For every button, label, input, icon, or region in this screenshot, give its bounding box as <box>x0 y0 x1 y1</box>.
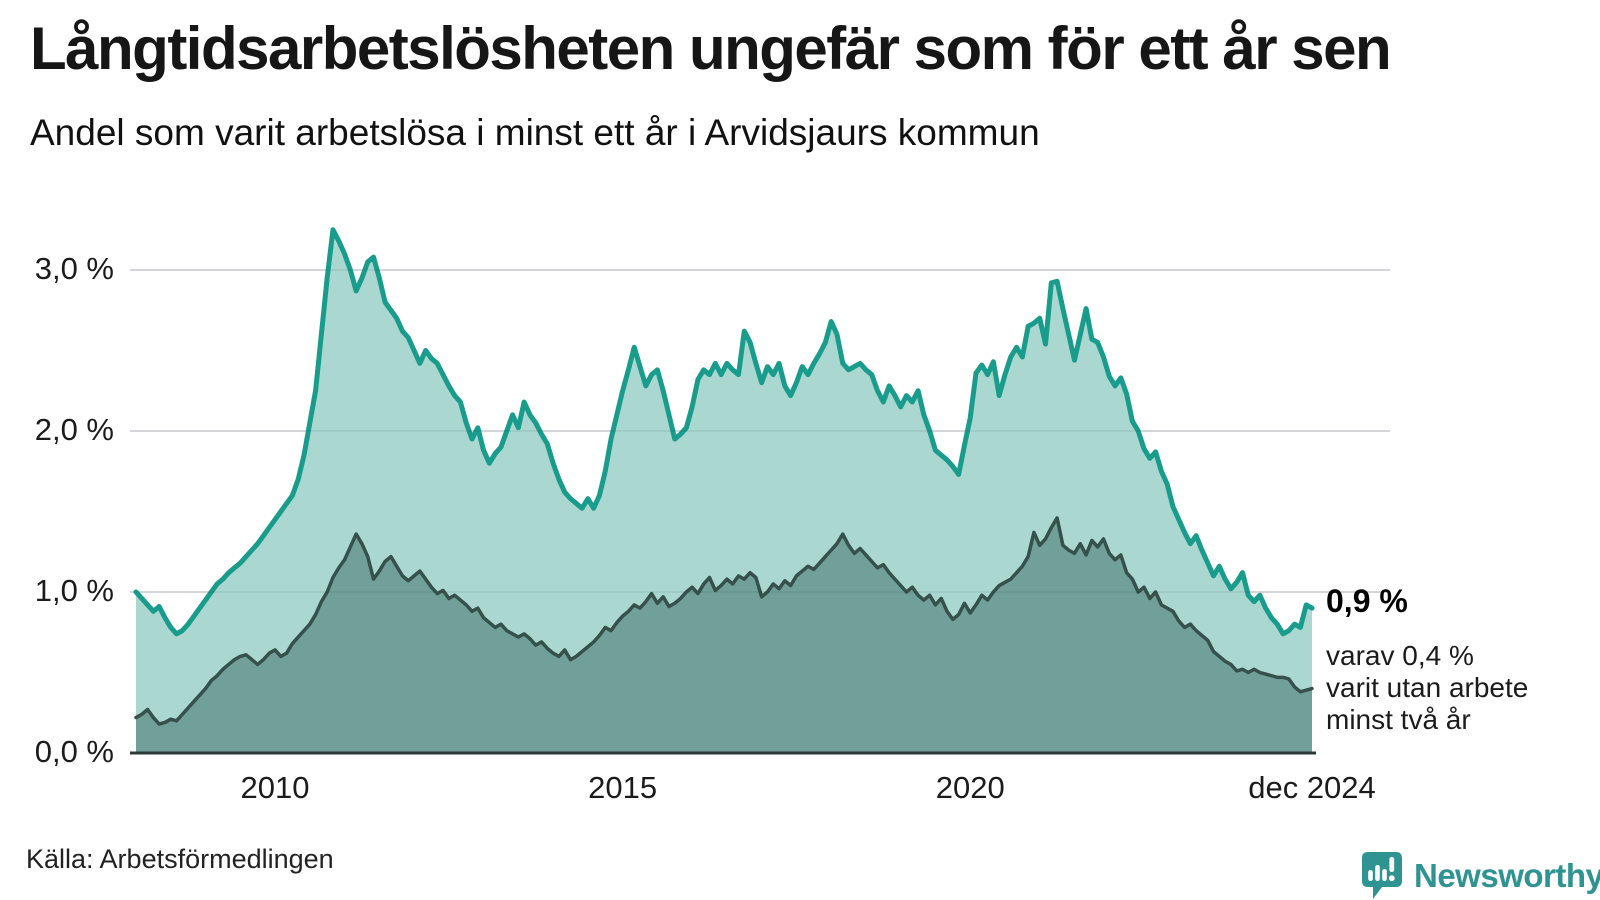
x-axis-label: 2010 <box>240 770 310 805</box>
latest-value-detail-line: varav 0,4 % <box>1326 640 1474 671</box>
latest-value-label: 0,9 % <box>1326 583 1408 619</box>
page-subtitle: Andel som varit arbetslösa i minst ett å… <box>30 112 1040 153</box>
area-fill-two-years <box>136 517 1312 753</box>
x-axis-label: 2020 <box>935 770 1005 805</box>
latest-value-detail-line: minst två år <box>1326 704 1471 735</box>
page-title: Långtidsarbetslösheten ungefär som för e… <box>30 15 1392 82</box>
newsworthy-bubble-icon <box>1362 852 1402 899</box>
source-note: Källa: Arbetsförmedlingen <box>26 844 334 874</box>
line-one-year <box>133 227 1315 637</box>
y-axis-label: 2,0 % <box>34 412 114 447</box>
y-axis-label: 3,0 % <box>34 251 114 286</box>
y-axis-label: 1,0 % <box>34 573 114 608</box>
line-two-years <box>134 516 1314 726</box>
newsworthy-logo: Newsworthy <box>1360 850 1600 900</box>
x-axis-label: 2015 <box>588 770 658 805</box>
x-axis-label: dec 2024 <box>1248 770 1376 805</box>
y-axis-label: 0,0 % <box>34 734 114 769</box>
latest-value-detail-line: varit utan arbete <box>1326 672 1529 703</box>
newsworthy-wordmark: Newsworthy <box>1414 857 1600 894</box>
latest-value-detail: varav 0,4 % varit utan arbete minst två år <box>1326 640 1528 736</box>
